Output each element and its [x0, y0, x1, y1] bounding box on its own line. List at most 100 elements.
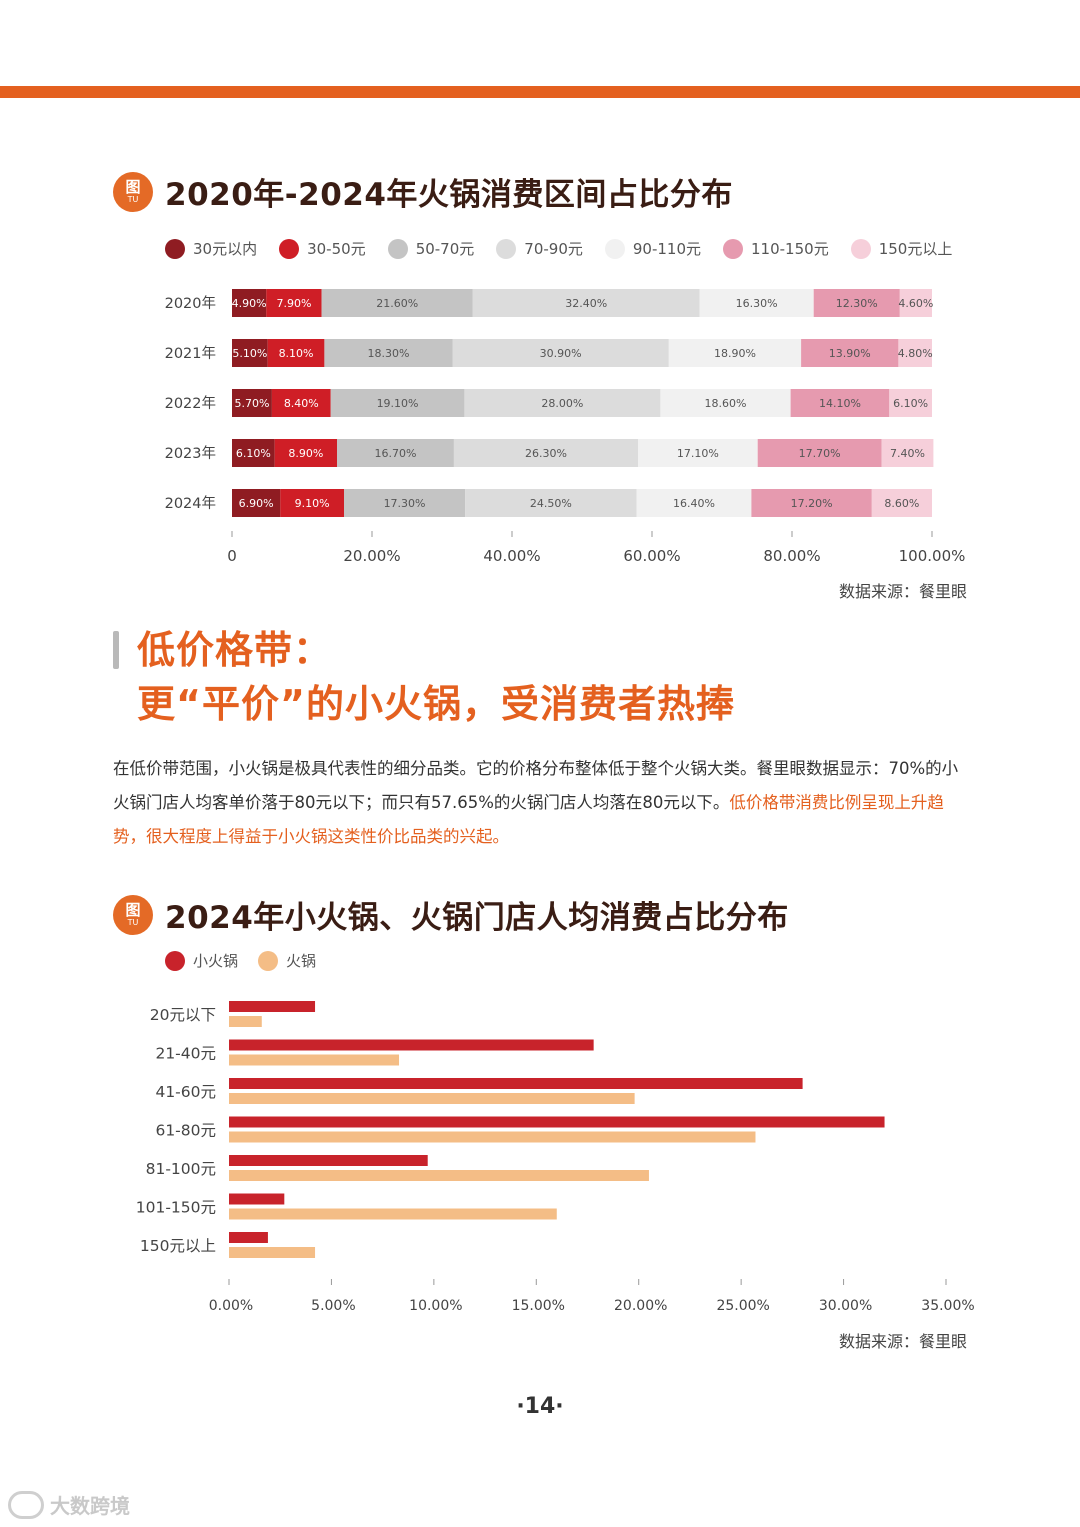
legend-swatch: [258, 950, 279, 971]
paragraph-highlight: 低价格带消费比例呈现上升趋势，很大程度上得益于小火锅这类性价比品类的兴起。: [113, 793, 944, 846]
bar-small-hotpot: [229, 1193, 285, 1205]
bar-segment: [330, 389, 465, 417]
bar-small-hotpot: [229, 1116, 885, 1128]
bar-hotpot: [229, 1170, 649, 1181]
figure1-header: 图 TU 2020年-2024年火锅消费区间占比分布: [113, 169, 733, 214]
bar-segment: [790, 389, 890, 417]
bar-segment: [472, 289, 700, 317]
bar-segment: [668, 339, 802, 367]
bar-segment: [344, 489, 466, 517]
x-tick-label: 100.00%: [899, 547, 966, 565]
y-tick-label: 2024年: [165, 495, 216, 512]
figure1-source: 数据来源：餐里眼: [838, 582, 967, 601]
data-label: 17.30%: [384, 497, 426, 510]
section-title-line1: 低价格带：: [137, 628, 333, 672]
legend-swatch: [279, 238, 300, 259]
bar-segment: [751, 489, 872, 517]
x-tick-label: 15.00%: [512, 1298, 565, 1314]
y-tick-label: 41-60元: [155, 1083, 216, 1101]
section-heading: 低价格带： 更“平价”的小火锅，受消费者热捧: [113, 623, 734, 731]
x-tick-label: 80.00%: [763, 547, 820, 565]
legend-label: 70-90元: [524, 240, 583, 258]
watermark-text: 大数跨境: [50, 1494, 130, 1518]
legend-label: 火锅: [286, 952, 317, 970]
data-label: 6.10%: [893, 397, 928, 410]
data-label: 17.10%: [677, 447, 719, 460]
bar-segment: [465, 489, 637, 517]
legend-swatch: [496, 238, 517, 259]
bar-segment: [813, 289, 900, 317]
legend-item: 70-90元: [496, 238, 583, 259]
bar-hotpot: [229, 1093, 635, 1104]
y-tick-label: 2022年: [165, 395, 216, 412]
bar-hotpot: [229, 1054, 400, 1066]
legend-label: 90-110元: [632, 240, 702, 258]
bar-segment: [232, 489, 281, 517]
data-label: 12.30%: [836, 297, 878, 310]
bar-hotpot: [229, 1208, 557, 1220]
data-label: 18.90%: [714, 347, 756, 360]
x-tick-label: 25.00%: [716, 1298, 769, 1314]
y-tick-label: 2023年: [165, 445, 216, 462]
legend-item: 50-70元: [387, 238, 475, 259]
y-tick-label: 2021年: [165, 345, 216, 362]
figure-badge-sublabel: TU: [127, 917, 139, 927]
y-tick-label: 81-100元: [146, 1160, 216, 1178]
figure-badge-label: 图: [125, 177, 141, 196]
figure2-title: 2024年小火锅、火锅门店人均消费占比分布: [165, 900, 789, 936]
data-label: 7.40%: [890, 447, 925, 460]
x-tick-label: 60.00%: [623, 547, 680, 565]
data-label: 28.00%: [541, 397, 583, 410]
bar-segment: [889, 389, 932, 417]
figure1-legend: 30元以内 30-50元 50-70元 70-90元 90-110元 110-150元 15…: [165, 238, 974, 259]
data-label: 5.10%: [232, 347, 267, 360]
section-title-line2: 更“平价”的小火锅，受消费者热捧: [137, 682, 735, 726]
data-label: 30.90%: [540, 347, 582, 360]
legend-swatch: [165, 238, 185, 259]
bar-segment: [801, 339, 899, 367]
bar-small-hotpot: [229, 1232, 268, 1243]
bar-segment: [321, 289, 473, 317]
watermark-logo-icon: [8, 1490, 44, 1519]
data-label: 21.60%: [376, 297, 418, 310]
data-label: 16.70%: [374, 447, 416, 460]
bar-segment: [636, 489, 752, 517]
bar-segment: [638, 439, 758, 467]
bar-segment: [232, 339, 268, 367]
data-label: 4.60%: [898, 297, 933, 310]
y-tick-label: 2020年: [165, 295, 216, 312]
legend-swatch: [387, 238, 408, 259]
figure-badge-sublabel: TU: [127, 194, 139, 204]
bar-hotpot: [229, 1247, 316, 1258]
data-label: 16.30%: [736, 297, 778, 310]
x-tick-label: 0.00%: [209, 1298, 253, 1314]
figure1-title: 2020年-2024年火锅消费区间占比分布: [165, 177, 733, 213]
data-label: 18.30%: [367, 347, 409, 360]
top-accent-bar: [0, 86, 1080, 98]
bar-small-hotpot: [229, 1039, 594, 1051]
legend-item: 30元以内: [165, 238, 257, 259]
data-label: 32.40%: [565, 297, 607, 310]
figure2-source: 数据来源：餐里眼: [838, 1332, 967, 1351]
watermark: 大数跨境: [8, 1490, 130, 1519]
stacked-bar-chart: 2020年 4.90% 7.90% 21.60% 32.40% 16.30% 12.30% 4…: [165, 289, 966, 565]
data-label: 6.90%: [239, 497, 274, 510]
data-label: 7.90%: [276, 297, 311, 310]
y-tick-label: 101-150元: [136, 1199, 216, 1217]
data-label: 4.90%: [232, 297, 267, 310]
legend-label: 50-70元: [415, 240, 475, 258]
x-tick-label: 30.00%: [819, 1298, 872, 1314]
bar-hotpot: [229, 1131, 756, 1143]
data-label: 4.80%: [898, 347, 933, 360]
bar-segment: [699, 289, 814, 317]
y-tick-label: 20元以下: [150, 1006, 216, 1024]
figure2-header: 图 TU 2024年小火锅、火锅门店人均消费占比分布: [113, 892, 789, 937]
data-label: 8.60%: [884, 497, 919, 510]
figure-badge-label: 图: [125, 900, 141, 919]
data-label: 17.70%: [799, 447, 841, 460]
data-label: 8.90%: [288, 447, 323, 460]
legend-item: 90-110元: [604, 238, 702, 259]
x-tick-label: 0: [227, 547, 237, 565]
y-tick-label: 21-40元: [155, 1045, 216, 1063]
legend-swatch: [165, 950, 185, 971]
